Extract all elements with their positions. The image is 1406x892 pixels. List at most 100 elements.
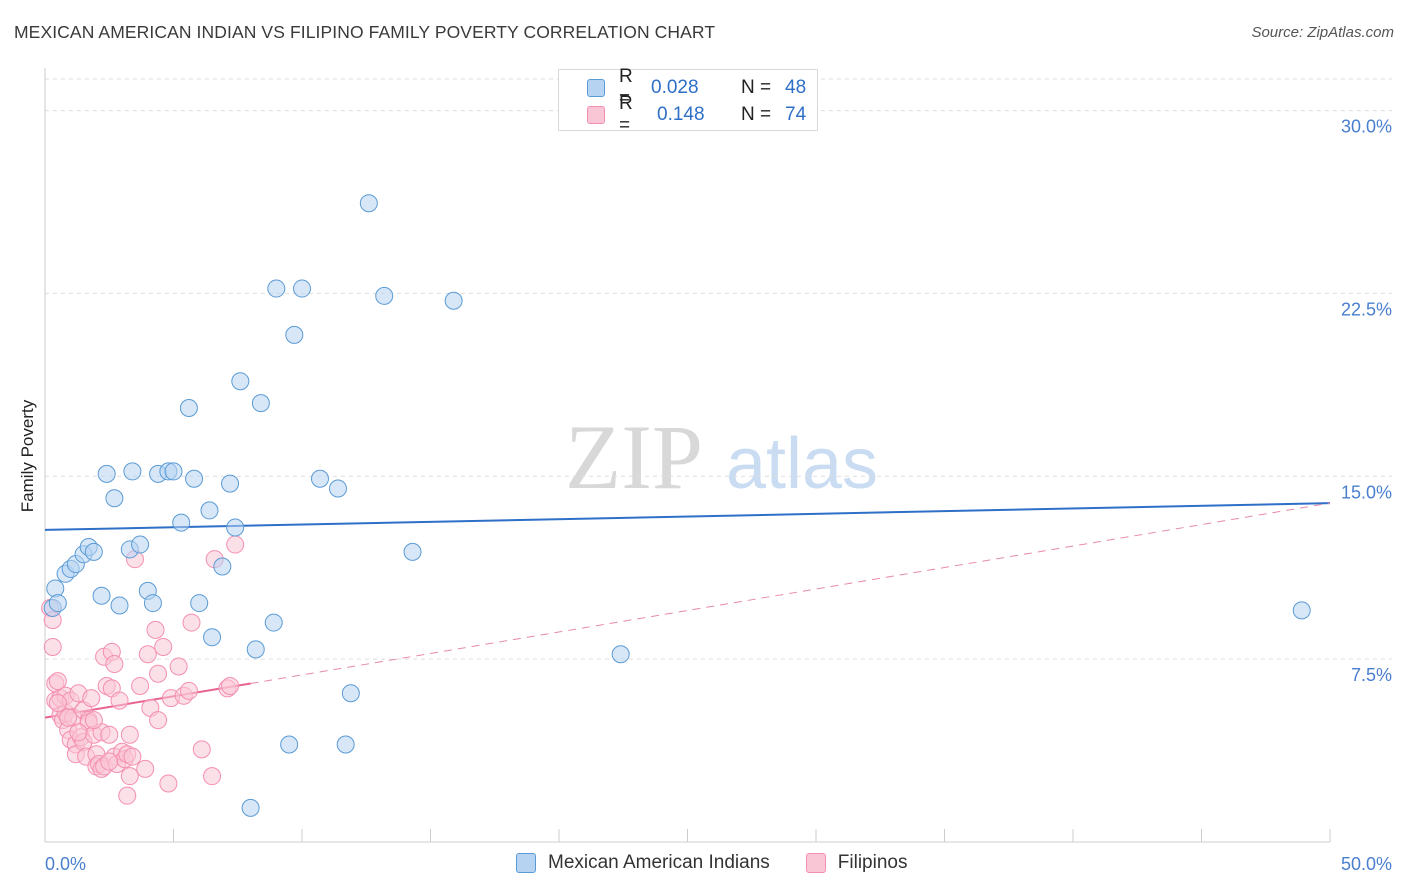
legend-n-label: N =	[741, 77, 772, 98]
point-mexican	[310, 469, 329, 488]
legend-n-label: N =	[741, 104, 772, 125]
point-mexican	[172, 513, 191, 532]
bottom-legend-label: Mexican American Indians	[548, 852, 770, 873]
legend-r-value: 0.148	[657, 104, 705, 125]
legend-r-value: 0.028	[651, 77, 699, 98]
bottom-legend-swatch-blue	[516, 853, 536, 873]
point-mexican	[1292, 601, 1311, 620]
point-mexican	[92, 586, 111, 605]
point-filipino	[179, 681, 198, 700]
point-filipino	[59, 708, 78, 727]
point-filipino	[100, 725, 119, 744]
point-filipino	[131, 676, 150, 695]
point-mexican	[200, 501, 219, 520]
x-tick-label-min: 0.0%	[45, 854, 86, 874]
chart-title: MEXICAN AMERICAN INDIAN VS FILIPINO FAMI…	[14, 22, 716, 42]
point-mexican	[359, 194, 378, 213]
point-filipino	[48, 694, 67, 713]
point-filipino	[84, 711, 103, 730]
point-mexican	[46, 579, 65, 598]
point-mexican	[611, 645, 630, 664]
point-mexican	[246, 640, 265, 659]
point-mexican	[375, 286, 394, 305]
point-mexican	[179, 399, 198, 418]
trend-line-mexican	[44, 502, 1331, 531]
point-filipino	[120, 767, 139, 786]
point-mexican	[267, 279, 286, 298]
legend-swatch-blue	[587, 79, 605, 97]
point-filipino	[192, 740, 211, 759]
y-tick-label: 7.5%	[1351, 665, 1392, 685]
point-mexican	[251, 394, 270, 413]
point-filipino	[159, 774, 178, 793]
point-filipino	[203, 767, 222, 786]
watermark-atlas: atlas	[726, 424, 878, 504]
point-mexican	[105, 489, 124, 508]
point-mexican	[444, 291, 463, 310]
legend-box: R = 0.028 N = 48 R = 0.148 N = 74	[558, 66, 818, 136]
bottom-legend: Mexican American Indians Filipinos	[516, 852, 943, 874]
point-filipino	[110, 691, 129, 710]
legend-n-value: 48	[785, 77, 807, 98]
point-filipino	[226, 535, 245, 554]
point-mexican	[226, 518, 245, 537]
point-filipino	[221, 676, 240, 695]
point-mexican	[84, 542, 103, 561]
point-filipino	[138, 645, 157, 664]
point-mexican	[280, 735, 299, 754]
legend-row-filipino: R = 0.148 N = 74	[587, 93, 807, 136]
point-mexican	[221, 474, 240, 493]
x-tick-label-max: 50.0%	[1341, 854, 1392, 874]
point-filipino	[69, 723, 88, 742]
point-mexican	[143, 594, 162, 613]
point-mexican	[164, 462, 183, 481]
point-mexican	[285, 325, 304, 344]
y-tick-label: 22.5%	[1341, 299, 1392, 319]
point-mexican	[131, 535, 150, 554]
y-tick-label: 30.0%	[1341, 117, 1392, 137]
point-mexican	[403, 542, 422, 561]
bottom-legend-swatch-pink	[805, 853, 826, 873]
point-filipino	[105, 655, 124, 674]
point-mexican	[336, 735, 355, 754]
watermark-zip: ZIP	[565, 406, 703, 508]
point-mexican	[264, 613, 283, 632]
point-mexican	[110, 596, 129, 615]
bottom-legend-mexican: Mexican American Indians	[516, 852, 770, 874]
point-mexican	[123, 462, 142, 481]
point-filipino	[118, 786, 137, 805]
point-filipino	[169, 657, 188, 676]
point-filipino	[154, 637, 173, 656]
point-filipino	[82, 689, 101, 708]
point-mexican	[213, 557, 232, 576]
source-note: Source: ZipAtlas.com	[1251, 24, 1394, 41]
point-filipino	[182, 613, 201, 632]
point-filipino	[43, 637, 62, 656]
point-filipino	[120, 725, 139, 744]
point-mexican	[241, 798, 260, 817]
point-mexican	[185, 469, 204, 488]
point-filipino	[149, 664, 168, 683]
trend-line-filipino-extended	[250, 502, 1331, 685]
point-filipino	[149, 711, 168, 730]
point-filipino	[146, 620, 165, 639]
point-filipino	[136, 759, 155, 778]
point-mexican	[328, 479, 347, 498]
point-filipino	[123, 747, 142, 766]
bottom-legend-label: Filipinos	[837, 852, 908, 873]
point-mexican	[293, 279, 311, 298]
point-filipino	[100, 752, 119, 771]
legend-swatch-pink	[587, 106, 605, 124]
point-mexican	[231, 372, 250, 391]
legend-n-value: 74	[785, 104, 807, 125]
y-axis-label: Family Poverty	[18, 399, 37, 513]
point-mexican	[48, 594, 67, 613]
legend-r-label: R =	[619, 93, 633, 136]
legend-r-label: R =	[619, 66, 633, 109]
legend-row-mexican: R = 0.028 N = 48	[587, 66, 807, 109]
y-tick-label: 15.0%	[1341, 482, 1392, 502]
point-mexican	[203, 628, 222, 647]
point-mexican	[190, 594, 209, 613]
point-mexican	[341, 684, 360, 703]
